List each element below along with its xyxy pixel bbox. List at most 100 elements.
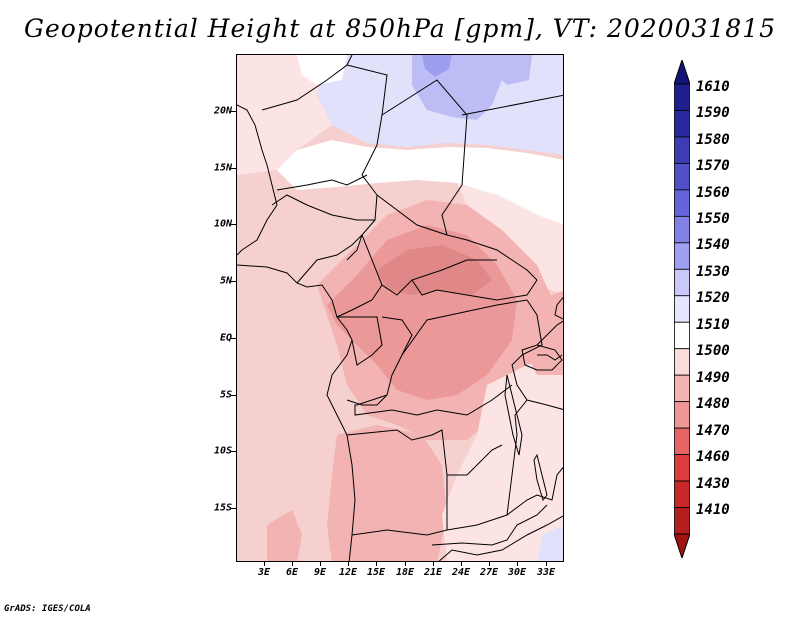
colorbar-swatch xyxy=(674,374,690,403)
lon-tick xyxy=(348,562,349,566)
border-4 xyxy=(461,94,563,116)
lon-tick xyxy=(517,562,518,566)
border-2 xyxy=(346,64,388,261)
colorbar-level-label: 1610 xyxy=(696,78,730,95)
lake-malawi xyxy=(533,453,548,502)
lat-tick xyxy=(231,111,236,112)
colorbar-swatch xyxy=(674,189,690,217)
colorbar-swatch xyxy=(674,295,690,323)
colorbar-level-label: 1460 xyxy=(696,449,730,466)
colorbar-level-label: 1580 xyxy=(696,131,730,148)
lat-label: 10S xyxy=(213,445,232,457)
lat-tick xyxy=(231,281,236,282)
colorbar-level-label: 1490 xyxy=(696,369,730,386)
lat-tick xyxy=(231,451,236,452)
border-18 xyxy=(351,475,448,536)
lon-label: 24E xyxy=(451,567,471,578)
lon-label: 3E xyxy=(257,567,271,578)
colorbar-swatch xyxy=(674,454,690,482)
coast-east xyxy=(554,296,563,320)
colorbar-swatch xyxy=(674,242,690,270)
border-23 xyxy=(537,354,563,361)
lat-label: EQ xyxy=(219,332,232,344)
lon-label: 12E xyxy=(338,567,358,578)
colorbar xyxy=(674,60,690,558)
border-21 xyxy=(506,399,528,516)
region-lavender-se xyxy=(537,525,563,561)
colorbar-level-label: 1480 xyxy=(696,396,730,413)
region-light-se xyxy=(442,355,563,561)
border-6 xyxy=(271,194,375,221)
border-7 xyxy=(296,234,363,284)
lat-tick xyxy=(231,395,236,396)
border-11 xyxy=(411,279,538,301)
lake-tanganyika xyxy=(504,374,523,456)
lat-label: 20N xyxy=(213,105,232,117)
lon-label: 18E xyxy=(395,567,415,578)
border-5 xyxy=(276,174,368,191)
colorbar-swatch xyxy=(674,427,690,455)
colorbar-level-label: 1560 xyxy=(696,184,730,201)
colorbar-level-label: 1520 xyxy=(696,290,730,307)
region-pink-south xyxy=(327,425,447,561)
colorbar-level-label: 1510 xyxy=(696,316,730,333)
lon-label: 33E xyxy=(536,567,556,578)
border-13 xyxy=(346,316,413,406)
colorbar-level-label: 1550 xyxy=(696,211,730,227)
grads-credit: GrADS: IGES/COLA xyxy=(4,604,91,614)
colorbar-level-label: 1590 xyxy=(696,105,730,122)
border-19 xyxy=(446,466,563,531)
lon-tick xyxy=(292,562,293,566)
colorbar-swatch xyxy=(674,163,690,191)
lat-tick xyxy=(231,508,236,509)
lon-tick xyxy=(405,562,406,566)
colorbar-level-label: 1530 xyxy=(696,263,730,280)
border-8 xyxy=(376,194,448,236)
border-14 xyxy=(401,299,528,356)
lon-tick xyxy=(489,562,490,566)
coastline-west xyxy=(237,104,278,256)
geopotential-field xyxy=(237,55,563,561)
colorbar-swatch xyxy=(674,83,690,111)
border-3 xyxy=(381,79,538,281)
lon-tick xyxy=(376,562,377,566)
colorbar-swatch xyxy=(674,321,690,350)
colorbar-level-label: 1570 xyxy=(696,158,730,175)
colorbar-swatch xyxy=(674,401,690,429)
lon-tick xyxy=(320,562,321,566)
lake-victoria xyxy=(521,344,563,371)
border-17 xyxy=(346,429,503,476)
lon-label: 15E xyxy=(366,567,386,578)
lat-label: 5S xyxy=(219,389,232,401)
region-pink-sw xyxy=(267,510,302,561)
colorbar-swatch xyxy=(674,110,690,138)
lat-label: 5N xyxy=(219,275,232,287)
border-16 xyxy=(354,384,513,416)
lon-tick xyxy=(433,562,434,566)
lat-tick xyxy=(231,224,236,225)
colorbar-level-label: 1430 xyxy=(696,475,730,492)
border-1 xyxy=(261,55,353,111)
colorbar-swatch xyxy=(674,480,690,508)
colorbar-swatch xyxy=(674,268,690,297)
colorbar-level-label: 1410 xyxy=(696,502,730,519)
colorbar-swatch xyxy=(674,507,690,535)
border-22 xyxy=(536,320,563,346)
region-pink-east-lakes xyxy=(522,290,563,375)
region-dark-pink xyxy=(377,245,492,295)
lat-label: 15N xyxy=(213,162,232,174)
lon-label: 6E xyxy=(285,567,299,578)
colorbar-bottom-arrow xyxy=(674,533,690,558)
lon-label: 9E xyxy=(313,567,327,578)
map-title: Geopotential Height at 850hPa [gpm], VT:… xyxy=(23,14,777,43)
lat-label: 15S xyxy=(213,502,232,514)
country-borders xyxy=(237,55,563,561)
colorbar-swatch xyxy=(674,215,690,244)
lat-tick xyxy=(231,168,236,169)
region-white-nw xyxy=(297,55,347,85)
colorbar-level-label: 1500 xyxy=(696,343,730,360)
border-15 xyxy=(511,299,563,410)
colorbar-swatch xyxy=(674,348,690,376)
lon-tick xyxy=(546,562,547,566)
border-12 xyxy=(337,316,383,366)
